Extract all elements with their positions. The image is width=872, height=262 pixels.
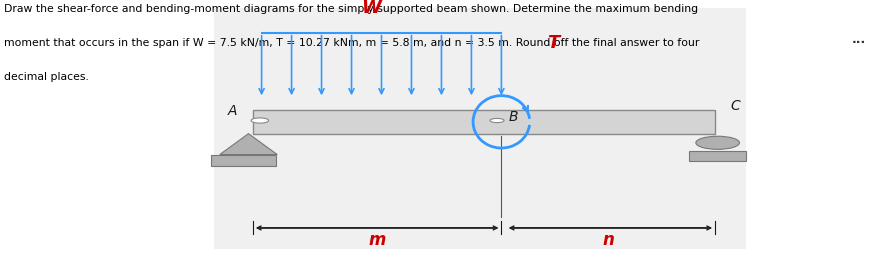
Bar (211, 155, 276, 166)
Text: T: T (548, 34, 560, 52)
Text: ...: ... (852, 33, 866, 46)
Bar (253, 110, 715, 134)
Circle shape (696, 136, 739, 149)
Circle shape (490, 118, 504, 123)
Polygon shape (220, 134, 277, 155)
Text: n: n (603, 231, 614, 249)
Text: W: W (361, 0, 380, 17)
Text: B: B (508, 110, 518, 124)
Text: Draw the shear-force and bending-moment diagrams for the simply supported beam s: Draw the shear-force and bending-moment … (4, 4, 698, 14)
Bar (689, 151, 746, 161)
Text: decimal places.: decimal places. (4, 72, 89, 82)
Text: C: C (731, 99, 740, 113)
Bar (214, 8, 746, 249)
Text: A: A (228, 104, 237, 118)
Text: moment that occurs in the span if W = 7.5 kN/m, T = 10.27 kNm, m = 5.8 m, and n : moment that occurs in the span if W = 7.… (4, 38, 699, 48)
Circle shape (251, 118, 269, 123)
Text: m: m (369, 231, 385, 249)
